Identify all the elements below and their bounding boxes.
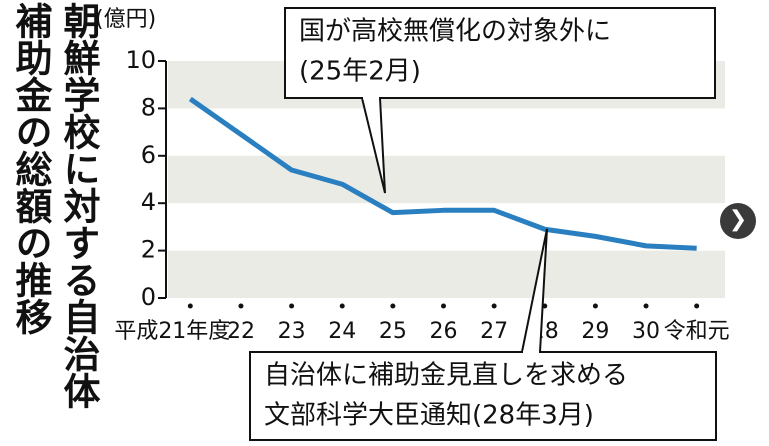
x-tick-label: 25 [379,319,407,344]
x-tick-dot [238,303,244,309]
x-tick-dot [339,303,345,309]
x-tick-dot [491,303,497,309]
y-tick-label: 10 [125,46,156,74]
chart-title: 朝鮮学校に対する自治体補助金の総額の推移 [9,2,100,409]
next-button[interactable]: ❯ [720,203,756,239]
x-tick-dot [643,303,649,309]
annotation-text: (25年2月) [299,57,421,87]
x-tick-label: 27 [480,319,508,344]
x-tick-label: 23 [278,319,306,344]
y-tick-label: 6 [141,141,156,169]
annotation-box [284,7,716,99]
x-tick-label: 29 [581,319,609,344]
annotation-text: 文部科学大臣通知(28年3月) [264,401,594,431]
x-tick-dot [441,303,446,309]
grid-band [168,155,725,204]
y-tick-label: 0 [141,283,156,311]
x-tick-dot [390,303,396,309]
y-tick-label: 4 [141,188,156,216]
annotation-text: 国が高校無償化の対象外に [299,17,611,47]
x-tick-label: 22 [227,319,255,344]
line [188,96,697,251]
x-tick-dot [694,303,700,309]
x-tick-dot [289,303,295,309]
x-tick-dot [187,303,193,309]
x-tick-label: 30 [632,319,660,344]
x-tick-label: 平成21年度 [114,319,230,344]
y-tick-label: 8 [141,93,156,121]
grid-band [168,250,725,298]
annotation-box [249,351,717,441]
x-tick-label: 令和元 [664,319,730,344]
annotation-text: 自治体に補助金見直しを求める [264,361,628,391]
x-tick-label: 24 [328,319,356,344]
x-tick-dot [592,303,598,309]
y-tick-label: 2 [141,236,156,264]
x-tick-label: 26 [430,319,458,344]
y-unit: (億円) [95,7,156,32]
